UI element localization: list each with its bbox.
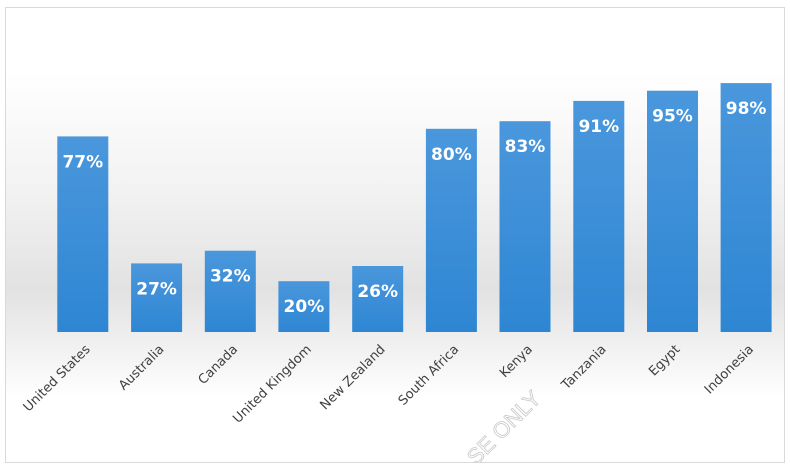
bar-australia: [131, 263, 183, 332]
category-tick-label: Tanzania: [558, 342, 609, 393]
data-label: 27%: [136, 279, 177, 299]
data-label: 20%: [284, 297, 325, 317]
data-label: 91%: [578, 117, 619, 137]
data-label: 26%: [357, 282, 398, 302]
bar-tanzania: [573, 100, 625, 333]
data-label: 98%: [726, 99, 767, 119]
data-label: 83%: [505, 137, 546, 157]
bar-kenya: [499, 121, 551, 332]
bar-egypt: [647, 90, 698, 332]
category-tick-label: United States: [21, 342, 94, 415]
data-label: 32%: [210, 267, 251, 287]
category-tick-label: Australia: [116, 342, 167, 393]
bar-indonesia: [720, 83, 772, 332]
category-tick-label: United Kingdom: [230, 342, 314, 426]
bar-new-zealand: [352, 266, 404, 332]
bar-canada: [204, 250, 256, 332]
bar-chart: 77% 27% 32% 20% 26% 80% 83% 91% 95% 98% United St…: [21, 83, 772, 463]
bar-united-kingdom: [278, 281, 330, 332]
chart-frame: 77% 27% 32% 20% 26% 80% 83% 91% 95% 98% United St…: [5, 7, 785, 463]
watermark-text: SE ONLY: [462, 385, 546, 463]
category-tick-label: Indonesia: [702, 342, 757, 397]
category-tick-label: Kenya: [497, 342, 536, 381]
bar-united-states: [57, 136, 109, 332]
bar-south-africa: [425, 128, 477, 332]
category-tick-label: Canada: [196, 342, 242, 388]
data-label: 95%: [652, 107, 693, 127]
category-tick-label: South Africa: [396, 342, 462, 408]
data-label: 77%: [62, 152, 103, 172]
category-tick-label: New Zealand: [318, 342, 389, 413]
category-tick-label: Egypt: [646, 342, 683, 379]
data-label: 80%: [431, 145, 472, 165]
